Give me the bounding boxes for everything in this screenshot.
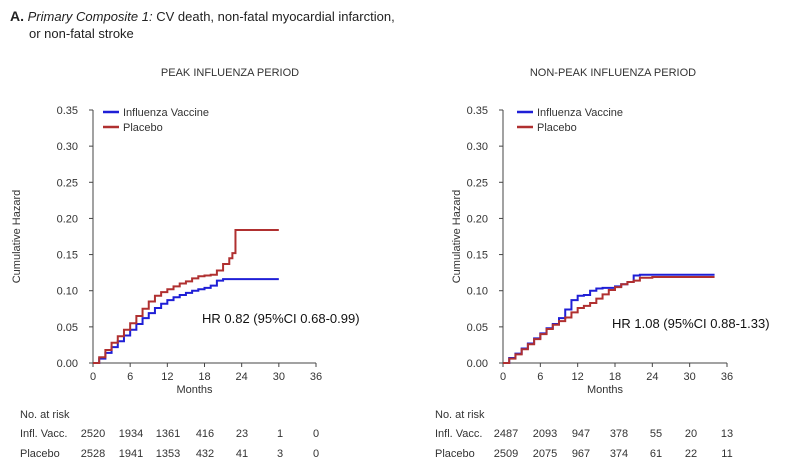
x-tick-label: 36	[310, 371, 322, 383]
y-tick-label: 0.20	[57, 213, 78, 225]
series-line-placebo	[503, 275, 715, 364]
risk-cell: 41	[236, 448, 248, 460]
risk-row-label: Placebo	[435, 448, 475, 460]
risk-cell: 1	[277, 428, 283, 440]
figure-subtitle-italic: Primary Composite 1:	[27, 9, 153, 24]
chart-panel-peak: PEAK INFLUENZA PERIOD 0.00 0.05 0.10 0.15 0.2…	[11, 67, 360, 460]
risk-cell: 432	[196, 448, 214, 460]
risk-cell: 55	[650, 428, 662, 440]
risk-table-title: No. at risk	[435, 409, 485, 421]
risk-cell: 2509	[494, 448, 518, 460]
x-tick-label: 24	[236, 371, 248, 383]
legend-label: Influenza Vaccine	[537, 107, 623, 119]
risk-cell: 1361	[156, 428, 180, 440]
y-tick-label: 0.05	[467, 322, 488, 334]
y-axis-label: Cumulative Hazard	[451, 190, 463, 284]
x-tick-label: 12	[161, 371, 173, 383]
risk-cell: 2075	[533, 448, 557, 460]
risk-cell: 1353	[156, 448, 180, 460]
x-axis-label: Months	[587, 384, 624, 396]
x-tick-label: 6	[127, 371, 133, 383]
risk-cell: 0	[313, 428, 319, 440]
x-tick-label: 18	[609, 371, 621, 383]
risk-table-title: No. at risk	[20, 409, 70, 421]
x-tick-label: 30	[684, 371, 696, 383]
figure-subtitle-line1: CV death, non-fatal myocardial infarctio…	[156, 9, 395, 24]
y-axis-label: Cumulative Hazard	[11, 190, 23, 284]
series-line-placebo	[93, 228, 279, 364]
risk-row-label: Placebo	[20, 448, 60, 460]
x-tick-label: 24	[646, 371, 658, 383]
y-tick-label: 0.25	[57, 177, 78, 189]
x-axis-label: Months	[176, 384, 213, 396]
chart-panel-nonpeak: NON-PEAK INFLUENZA PERIOD 0.00 0.05 0.10 0.1…	[435, 67, 770, 460]
risk-cell: 22	[685, 448, 697, 460]
x-tick-label: 36	[721, 371, 733, 383]
risk-row-label: Infl. Vacc.	[20, 428, 67, 440]
risk-cell: 11	[721, 448, 732, 460]
y-tick-label: 0.35	[467, 105, 488, 117]
y-tick-label: 0.25	[467, 177, 488, 189]
figure-title: A. Primary Composite 1: CV death, non-fa…	[10, 8, 395, 42]
risk-cell: 20	[685, 428, 697, 440]
y-tick-label: 0.35	[57, 105, 78, 117]
legend-label: Placebo	[537, 122, 577, 134]
risk-cell: 947	[572, 428, 590, 440]
legend-label: Placebo	[123, 122, 163, 134]
x-tick-label: 12	[572, 371, 584, 383]
hr-annotation: HR 0.82 (95%CI 0.68-0.99)	[202, 311, 360, 326]
risk-cell: 0	[313, 448, 319, 460]
risk-cell: 2520	[81, 428, 105, 440]
y-tick-label: 0.30	[467, 141, 488, 153]
risk-cell: 61	[650, 448, 662, 460]
y-tick-label: 0.20	[467, 213, 488, 225]
risk-cell: 374	[610, 448, 628, 460]
y-tick-label: 0.00	[57, 358, 78, 370]
chart-title: PEAK INFLUENZA PERIOD	[161, 67, 299, 79]
y-tick-label: 0.10	[57, 286, 78, 298]
risk-cell: 2487	[494, 428, 518, 440]
y-tick-label: 0.05	[57, 322, 78, 334]
risk-cell: 23	[236, 428, 248, 440]
y-tick-label: 0.30	[57, 141, 78, 153]
y-tick-label: 0.15	[57, 250, 78, 262]
risk-cell: 1934	[119, 428, 143, 440]
risk-cell: 2528	[81, 448, 105, 460]
risk-cell: 3	[277, 448, 283, 460]
x-tick-label: 6	[537, 371, 543, 383]
figure-subtitle-line2: or non-fatal stroke	[29, 26, 134, 41]
y-tick-label: 0.00	[467, 358, 488, 370]
risk-row-label: Infl. Vacc.	[435, 428, 482, 440]
risk-cell: 416	[196, 428, 214, 440]
figure-panel-label: A.	[10, 8, 24, 24]
risk-cell: 13	[721, 428, 733, 440]
y-tick-label: 0.15	[467, 250, 488, 262]
x-tick-label: 18	[198, 371, 210, 383]
chart-title: NON-PEAK INFLUENZA PERIOD	[530, 67, 696, 79]
risk-cell: 1941	[119, 448, 143, 460]
x-tick-label: 0	[500, 371, 506, 383]
x-tick-label: 0	[90, 371, 96, 383]
risk-cell: 378	[610, 428, 628, 440]
legend-label: Influenza Vaccine	[123, 107, 209, 119]
y-tick-label: 0.10	[467, 286, 488, 298]
series-line-influenza-vaccine	[93, 278, 279, 364]
risk-cell: 967	[572, 448, 590, 460]
hr-annotation: HR 1.08 (95%CI 0.88-1.33)	[612, 316, 770, 331]
risk-cell: 2093	[533, 428, 557, 440]
x-tick-label: 30	[273, 371, 285, 383]
